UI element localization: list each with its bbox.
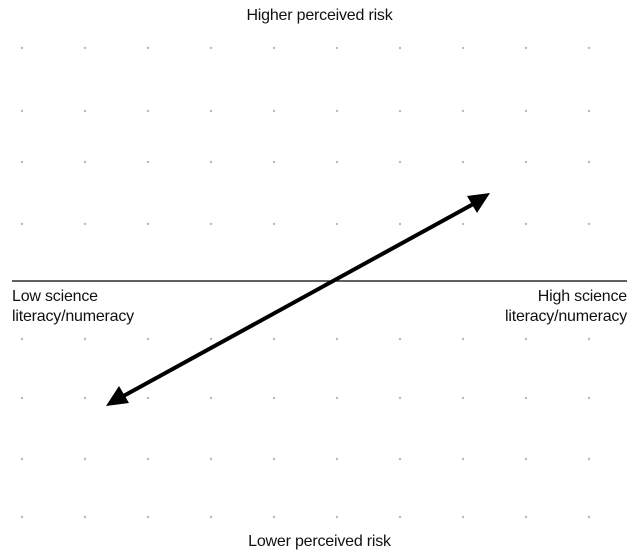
- grid-dot: [398, 46, 402, 50]
- grid-dot: [461, 160, 465, 164]
- arrow-shaft: [117, 200, 478, 401]
- grid-dot: [272, 109, 276, 113]
- grid-dot: [146, 109, 150, 113]
- grid-dot: [209, 457, 213, 461]
- grid-dot: [83, 46, 87, 50]
- higher-perceived-risk-label: Higher perceived risk: [246, 7, 393, 24]
- grid-dot: [20, 109, 24, 113]
- low-science-literacy-label: Low science literacy/numeracy: [12, 287, 134, 327]
- grid-dot: [272, 222, 276, 226]
- grid-dot: [20, 337, 24, 341]
- grid-dot: [398, 515, 402, 519]
- grid-dot: [20, 46, 24, 50]
- grid-dot: [209, 396, 213, 400]
- grid-dot: [272, 160, 276, 164]
- grid-dot: [272, 46, 276, 50]
- grid-dot: [146, 457, 150, 461]
- high-science-label-line1: High science: [537, 288, 627, 305]
- grid-dot: [83, 457, 87, 461]
- grid-dot: [587, 160, 591, 164]
- grid-dot: [524, 396, 528, 400]
- grid-dot: [398, 160, 402, 164]
- grid-dot: [209, 160, 213, 164]
- grid-dot: [272, 396, 276, 400]
- grid-dot: [587, 515, 591, 519]
- grid-dot: [209, 515, 213, 519]
- grid-dot: [398, 396, 402, 400]
- grid-dot: [587, 222, 591, 226]
- grid-dot: [272, 337, 276, 341]
- grid-dot: [83, 337, 87, 341]
- high-science-label-line2: literacy/numeracy: [505, 308, 627, 325]
- grid-dot: [146, 46, 150, 50]
- grid-dot: [335, 457, 339, 461]
- grid-dot: [146, 222, 150, 226]
- grid-dot: [209, 109, 213, 113]
- grid-dot: [83, 160, 87, 164]
- grid-dot: [587, 109, 591, 113]
- grid-dot: [20, 457, 24, 461]
- grid-dot: [335, 396, 339, 400]
- grid-dot: [209, 337, 213, 341]
- grid-dot: [524, 222, 528, 226]
- grid-dot: [461, 222, 465, 226]
- grid-dot: [461, 457, 465, 461]
- arrowhead-lower: [106, 386, 129, 406]
- grid-dot: [20, 222, 24, 226]
- grid-dot: [398, 457, 402, 461]
- grid-dot: [209, 222, 213, 226]
- grid-dot: [398, 337, 402, 341]
- grid-dot: [83, 109, 87, 113]
- grid-dot: [20, 396, 24, 400]
- grid-dot: [335, 337, 339, 341]
- grid-dot: [335, 109, 339, 113]
- double-headed-arrow: [106, 193, 490, 406]
- low-science-label-line1: Low science: [12, 288, 98, 305]
- grid-dot: [146, 160, 150, 164]
- grid-dot: [20, 160, 24, 164]
- grid-dot: [335, 160, 339, 164]
- grid-dot: [272, 457, 276, 461]
- grid-dot: [461, 396, 465, 400]
- grid-dot: [524, 515, 528, 519]
- grid-dot: [272, 515, 276, 519]
- grid-dot: [524, 337, 528, 341]
- grid-dot: [398, 109, 402, 113]
- grid-dot: [461, 337, 465, 341]
- grid-dot: [587, 457, 591, 461]
- grid-dot: [461, 109, 465, 113]
- high-science-literacy-label: High science literacy/numeracy: [505, 287, 627, 327]
- lower-perceived-risk-label: Lower perceived risk: [248, 533, 391, 550]
- grid-dot: [209, 46, 213, 50]
- grid-dot: [587, 337, 591, 341]
- grid-dot: [461, 46, 465, 50]
- grid-dot: [398, 222, 402, 226]
- grid-dot: [146, 337, 150, 341]
- grid-dot: [83, 396, 87, 400]
- grid-dot: [146, 515, 150, 519]
- grid-dot: [146, 396, 150, 400]
- grid-dot: [587, 46, 591, 50]
- arrowhead-upper: [467, 193, 490, 213]
- grid-dot: [524, 457, 528, 461]
- grid-dot: [524, 46, 528, 50]
- grid-dot: [461, 515, 465, 519]
- low-science-label-line2: literacy/numeracy: [12, 308, 134, 325]
- grid-dot: [83, 515, 87, 519]
- grid-dot: [335, 46, 339, 50]
- grid-dot: [83, 222, 87, 226]
- grid-dot: [20, 515, 24, 519]
- grid-dot: [524, 160, 528, 164]
- grid-dot: [524, 109, 528, 113]
- grid-dot: [587, 396, 591, 400]
- grid-dot: [335, 515, 339, 519]
- grid-dot: [335, 222, 339, 226]
- dot-grid: [20, 46, 591, 519]
